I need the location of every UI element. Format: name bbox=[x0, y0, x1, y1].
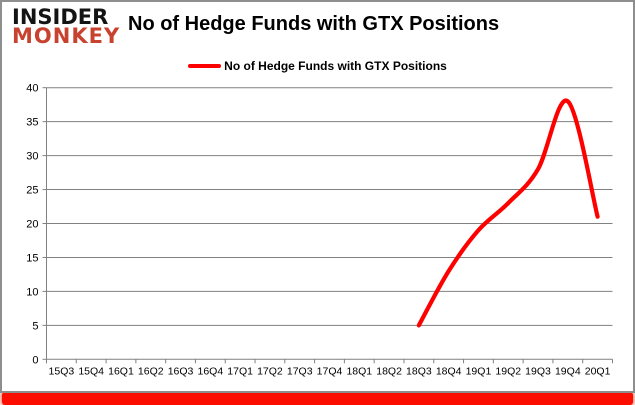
svg-text:18Q2: 18Q2 bbox=[376, 365, 402, 377]
logo-text-insider: INSIDER bbox=[12, 5, 109, 29]
svg-text:18Q4: 18Q4 bbox=[436, 365, 462, 377]
svg-text:15Q3: 15Q3 bbox=[49, 365, 75, 377]
insider-monkey-logo: INSIDER MONKEY bbox=[12, 5, 121, 49]
svg-text:25: 25 bbox=[26, 185, 38, 197]
svg-text:16Q4: 16Q4 bbox=[197, 365, 223, 377]
svg-text:16Q2: 16Q2 bbox=[138, 365, 164, 377]
legend-line-icon bbox=[188, 64, 222, 68]
svg-text:15: 15 bbox=[26, 252, 38, 264]
svg-text:16Q1: 16Q1 bbox=[108, 365, 134, 377]
bottom-red-bar bbox=[2, 392, 633, 405]
chart-title: No of Hedge Funds with GTX Positions bbox=[128, 13, 500, 35]
svg-text:5: 5 bbox=[32, 320, 38, 332]
svg-text:19Q3: 19Q3 bbox=[525, 365, 551, 377]
svg-text:17Q4: 17Q4 bbox=[317, 365, 343, 377]
svg-text:17Q2: 17Q2 bbox=[257, 365, 283, 377]
svg-text:18Q1: 18Q1 bbox=[346, 365, 372, 377]
chart-card: INSIDER MONKEY No of Hedge Funds with GT… bbox=[0, 0, 635, 393]
svg-text:15Q4: 15Q4 bbox=[78, 365, 104, 377]
svg-text:35: 35 bbox=[26, 117, 38, 129]
line-chart: 0 5 10 15 20 25 30 35 40 15Q3 15Q4 16Q1 16Q2 16Q3 16Q4… bbox=[26, 83, 613, 377]
svg-text:19Q4: 19Q4 bbox=[555, 365, 581, 377]
svg-text:19Q1: 19Q1 bbox=[466, 365, 492, 377]
svg-text:30: 30 bbox=[26, 151, 38, 163]
svg-text:20Q1: 20Q1 bbox=[585, 365, 611, 377]
svg-text:18Q3: 18Q3 bbox=[406, 365, 432, 377]
legend-label: No of Hedge Funds with GTX Positions bbox=[224, 59, 447, 73]
chart-legend: No of Hedge Funds with GTX Positions bbox=[2, 59, 633, 73]
svg-text:19Q2: 19Q2 bbox=[495, 365, 521, 377]
svg-text:17Q3: 17Q3 bbox=[287, 365, 313, 377]
svg-text:17Q1: 17Q1 bbox=[227, 365, 253, 377]
svg-text:10: 10 bbox=[26, 286, 38, 298]
svg-text:40: 40 bbox=[26, 83, 38, 95]
svg-text:16Q3: 16Q3 bbox=[168, 365, 194, 377]
svg-text:0: 0 bbox=[32, 354, 38, 366]
svg-text:20: 20 bbox=[26, 219, 38, 231]
logo-text-monkey: MONKEY bbox=[12, 24, 121, 49]
